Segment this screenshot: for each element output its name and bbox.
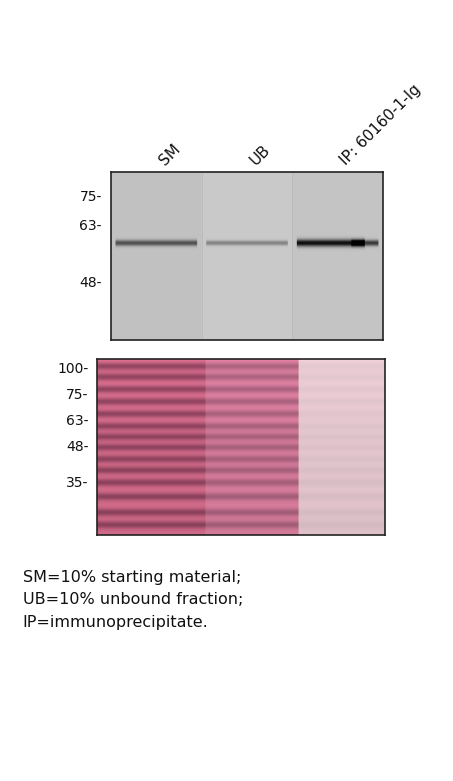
Text: 48-: 48- — [66, 440, 88, 454]
Text: 63-: 63- — [66, 414, 88, 428]
Text: 100-: 100- — [57, 362, 88, 376]
Text: SM: SM — [156, 141, 183, 168]
Text: 48-: 48- — [79, 276, 102, 290]
Text: SM=10% starting material;
UB=10% unbound fraction;
IP=immunoprecipitate.: SM=10% starting material; UB=10% unbound… — [23, 570, 243, 629]
Text: 75-: 75- — [66, 388, 88, 402]
Text: IP: 60160-1-Ig: IP: 60160-1-Ig — [337, 82, 424, 168]
Text: 75-: 75- — [80, 190, 102, 204]
Text: UB: UB — [247, 142, 273, 168]
Text: 35-: 35- — [66, 476, 88, 490]
Text: 63-: 63- — [79, 219, 102, 234]
